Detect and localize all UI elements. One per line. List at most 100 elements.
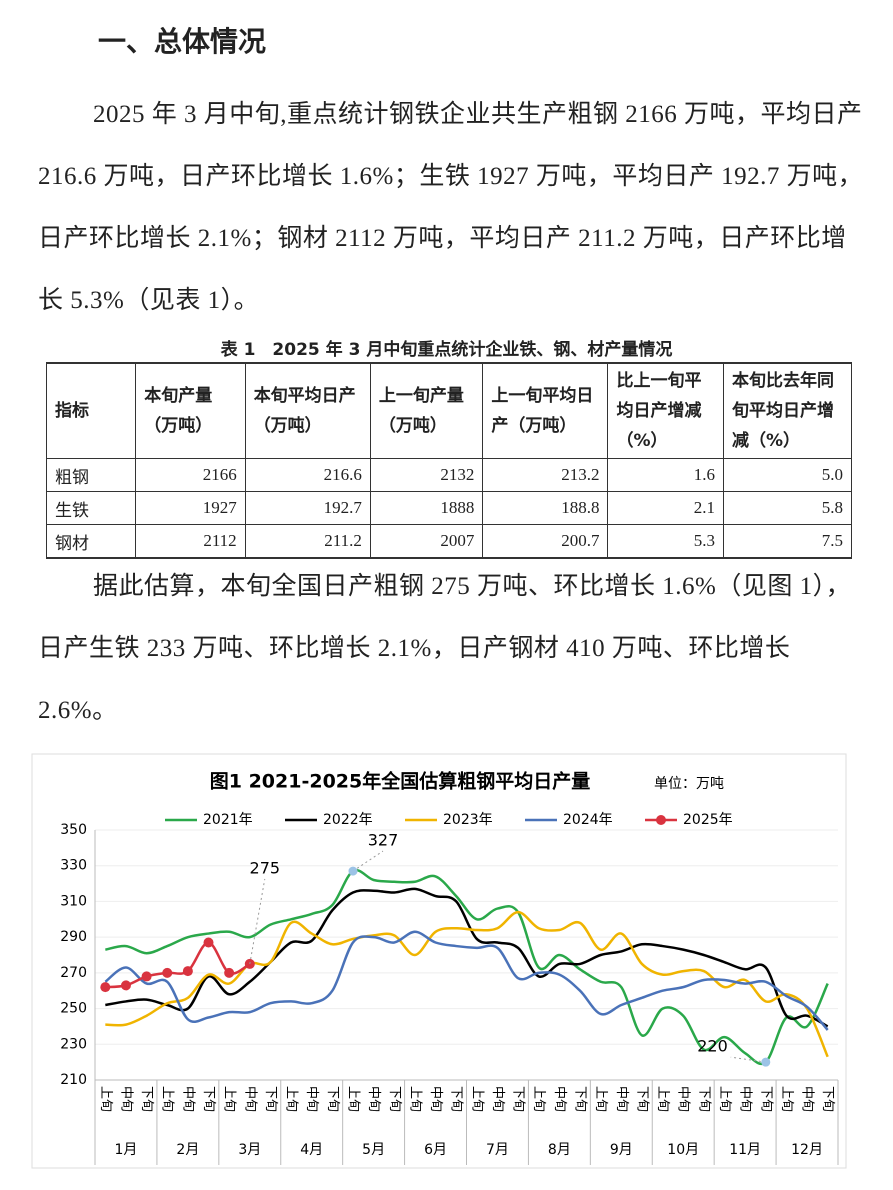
month-label: 6月 — [424, 1142, 447, 1158]
x-tick-label: 下旬 — [201, 1086, 216, 1112]
cell: 2.1 — [607, 491, 724, 525]
table: 指标 本旬产量（万吨） 本旬平均日产（万吨） 上一旬产量（万吨） 上一旬平均日产（万吨）… — [45, 362, 853, 559]
legend-label: 2025年 — [683, 812, 733, 828]
month-label: 2月 — [176, 1142, 199, 1158]
cell: 200.7 — [482, 524, 609, 559]
x-tick-label: 下旬 — [325, 1086, 340, 1112]
x-tick-label: 中旬 — [614, 1086, 629, 1112]
x-tick-label: 中旬 — [552, 1086, 567, 1112]
x-tick-label: 上旬 — [98, 1086, 113, 1112]
x-tick-label: 上旬 — [222, 1086, 237, 1112]
data-point — [244, 958, 255, 969]
month-label: 11月 — [729, 1142, 761, 1158]
x-tick-label: 中旬 — [304, 1086, 319, 1112]
heading: 一、总体情况 — [98, 25, 267, 58]
chart-title: 图1 2021-2025年全国估算粗钢平均日产量 — [210, 770, 590, 793]
y-tick-label: 290 — [60, 929, 87, 945]
month-label: 5月 — [362, 1142, 385, 1158]
x-tick-label: 上旬 — [531, 1086, 546, 1112]
y-tick-label: 270 — [60, 965, 87, 981]
data-point — [182, 966, 193, 977]
x-tick-label: 下旬 — [263, 1086, 278, 1112]
x-tick-label: 下旬 — [387, 1086, 402, 1112]
data-point — [203, 937, 214, 948]
y-tick-label: 250 — [60, 1001, 87, 1017]
x-tick-label: 下旬 — [634, 1086, 649, 1112]
cell: 211.2 — [244, 524, 371, 559]
cell: 2132 — [369, 458, 484, 492]
cell: 5.3 — [607, 524, 724, 559]
series-line — [104, 930, 829, 1031]
cell: 粗钢 — [45, 458, 137, 492]
data-point — [162, 967, 173, 978]
month-label: 3月 — [238, 1142, 261, 1158]
x-tick-label: 中旬 — [118, 1086, 133, 1112]
x-tick-label: 上旬 — [469, 1086, 484, 1112]
cell: 1927 — [135, 491, 246, 525]
header-cell: 本旬比去年同旬平均日产增减（%） — [722, 362, 853, 459]
cell: 5.8 — [722, 491, 853, 525]
x-tick-label: 中旬 — [180, 1086, 195, 1112]
x-tick-label: 上旬 — [407, 1086, 422, 1112]
y-tick-label: 330 — [60, 858, 87, 874]
x-tick-label: 下旬 — [696, 1086, 711, 1112]
annotation: 220 — [697, 1037, 728, 1056]
data-point — [120, 980, 131, 991]
header-cell: 上一旬产量（万吨） — [369, 362, 484, 459]
month-label: 9月 — [610, 1142, 633, 1158]
table-row: 粗钢 2166 216.6 2132 213.2 1.6 5.0 — [45, 458, 853, 492]
x-tick-label: 下旬 — [449, 1086, 464, 1112]
annotation-leader — [249, 878, 266, 965]
chart-unit: 单位：万吨 — [654, 776, 724, 792]
series-line — [105, 868, 829, 1066]
y-tick-label: 350 — [60, 822, 87, 838]
table-caption: 表 1 2025 年 3 月中旬重点统计企业铁、钢、材产量情况 — [220, 340, 673, 360]
cell: 2007 — [369, 524, 484, 559]
cell: 2166 — [135, 458, 246, 492]
data-point — [100, 982, 111, 993]
cell: 2112 — [135, 524, 246, 559]
y-tick-label: 210 — [60, 1072, 87, 1088]
cell: 213.2 — [482, 458, 609, 492]
month-label: 7月 — [486, 1142, 509, 1158]
month-label: 1月 — [114, 1142, 137, 1158]
cell: 5.0 — [722, 458, 853, 492]
x-tick-label: 中旬 — [676, 1086, 691, 1112]
cell: 192.7 — [244, 491, 371, 525]
x-tick-label: 上旬 — [593, 1086, 608, 1112]
series-line — [105, 910, 829, 1058]
x-tick-label: 下旬 — [573, 1086, 588, 1112]
cell: 216.6 — [244, 458, 371, 492]
chart: 图1 2021-2025年全国估算粗钢平均日产量 单位：万吨 210 230 250… — [31, 753, 847, 1169]
header-cell: 本旬平均日产（万吨） — [244, 362, 371, 459]
cell: 1.6 — [607, 458, 724, 492]
cell: 188.8 — [482, 491, 609, 525]
annotation-leader — [730, 1056, 766, 1063]
legend-marker — [656, 815, 666, 825]
x-tick-label: 上旬 — [160, 1086, 175, 1112]
x-tick-label: 上旬 — [717, 1086, 732, 1112]
legend-label: 2021年 — [203, 812, 253, 828]
table-row: 生铁 1927 192.7 1888 188.8 2.1 5.8 — [45, 491, 853, 525]
x-tick-label: 上旬 — [779, 1086, 794, 1112]
cell: 1888 — [369, 491, 484, 525]
series-line — [105, 887, 829, 1028]
data-point — [224, 967, 235, 978]
chart-frame — [31, 753, 847, 1169]
month-label: 8月 — [548, 1142, 571, 1158]
paragraph: 2025 年 3 月中旬,重点统计钢铁企业共生产粗钢 2166 万吨，平均日产 … — [38, 101, 864, 314]
annotation: 275 — [250, 858, 281, 877]
y-tick-label: 230 — [60, 1036, 87, 1052]
x-tick-label: 下旬 — [511, 1086, 526, 1112]
x-tick-label: 上旬 — [345, 1086, 360, 1112]
x-tick-label: 中旬 — [800, 1086, 815, 1112]
legend-label: 2022年 — [323, 812, 373, 828]
x-tick-label: 上旬 — [655, 1086, 670, 1112]
annotation-dot — [348, 866, 358, 876]
header-cell: 指标 — [45, 362, 137, 459]
x-tick-label: 下旬 — [820, 1086, 835, 1112]
x-tick-label: 下旬 — [139, 1086, 154, 1112]
month-label: 12月 — [791, 1142, 823, 1158]
x-tick-label: 中旬 — [490, 1086, 505, 1112]
month-label: 4月 — [300, 1142, 323, 1158]
